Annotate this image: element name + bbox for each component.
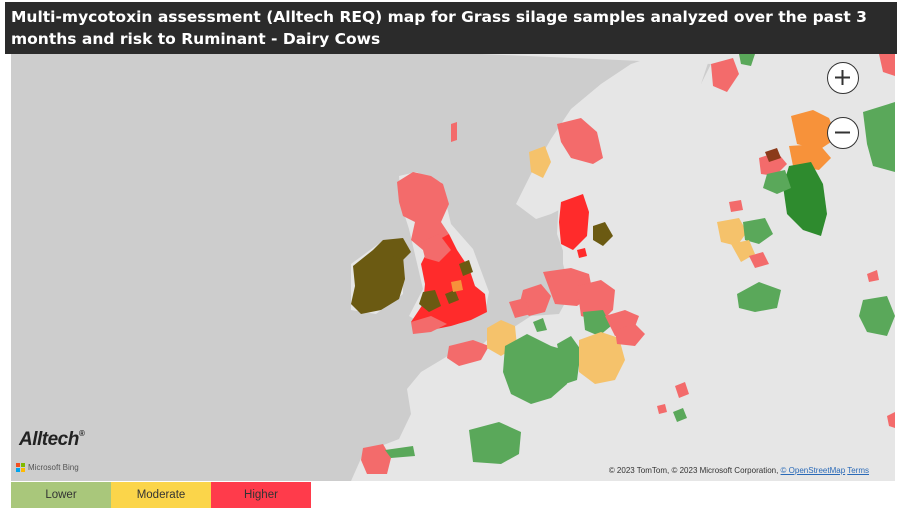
region-croatia[interactable] <box>673 408 687 422</box>
minus-icon <box>835 131 850 134</box>
land-scandinavia <box>516 54 711 224</box>
region-hungary[interactable] <box>675 382 689 398</box>
region-lithuania-red[interactable] <box>729 200 743 212</box>
region-france-east[interactable] <box>503 334 571 404</box>
region-sweden-green[interactable] <box>739 54 755 66</box>
openstreetmap-link[interactable]: © OpenStreetMap <box>780 466 846 475</box>
region-spain-east[interactable] <box>469 422 521 464</box>
brand-name: Alltech <box>19 429 79 450</box>
region-austria-red[interactable] <box>615 324 645 346</box>
region-belgium[interactable] <box>509 298 531 318</box>
region-england-mid[interactable] <box>459 260 473 276</box>
region-lithuania-green[interactable] <box>743 218 773 244</box>
region-belarus-orange[interactable] <box>731 240 755 262</box>
bing-label: Microsoft Bing <box>28 463 79 472</box>
region-spain-north-green[interactable] <box>385 446 415 458</box>
region-germany-south-green[interactable] <box>583 310 611 336</box>
zoom-in-button[interactable] <box>827 62 859 94</box>
region-greece-edge[interactable] <box>887 412 895 428</box>
region-england-orange[interactable] <box>451 280 463 292</box>
region-wales[interactable] <box>419 290 441 312</box>
legend-lower[interactable]: Lower <box>11 482 111 508</box>
legend-higher-label: Higher <box>244 489 278 501</box>
region-latvia-green[interactable] <box>763 170 791 194</box>
legend-lower-label: Lower <box>45 489 77 501</box>
zoom-out-button[interactable] <box>827 117 859 149</box>
attribution-text: © 2023 TomTom, © 2023 Microsoft Corporat… <box>608 466 779 475</box>
region-england-west[interactable] <box>411 316 447 334</box>
legend-moderate[interactable]: Moderate <box>111 482 211 508</box>
region-zealand[interactable] <box>593 222 613 246</box>
region-germany-central[interactable] <box>577 280 615 322</box>
region-shetland[interactable] <box>451 122 457 142</box>
registered-mark-icon: ® <box>78 429 85 438</box>
legend-higher[interactable]: Higher <box>211 482 311 508</box>
region-serbia[interactable] <box>657 404 667 414</box>
region-scotland[interactable] <box>397 172 449 250</box>
terms-link[interactable]: Terms <box>847 466 869 475</box>
region-sweden-north[interactable] <box>711 58 739 92</box>
region-ukraine-red[interactable] <box>867 270 879 282</box>
region-st-petersburg[interactable] <box>789 144 831 170</box>
region-belarus-red[interactable] <box>749 252 769 268</box>
legend-moderate-label: Moderate <box>136 489 186 501</box>
region-poland-east[interactable] <box>737 282 781 312</box>
title-bar: Multi-mycotoxin assessment (Alltech REQ)… <box>5 2 897 54</box>
region-russia-north[interactable] <box>879 54 895 76</box>
region-jutland[interactable] <box>559 194 589 250</box>
map-attribution: © 2023 TomTom, © 2023 Microsoft Corporat… <box>609 466 869 475</box>
region-northern-ireland[interactable] <box>383 238 411 260</box>
region-russia-nw[interactable] <box>863 102 895 172</box>
region-germany-bavaria[interactable] <box>579 332 625 384</box>
region-ireland[interactable] <box>351 240 405 314</box>
plus-icon <box>835 70 850 85</box>
region-sweden-south[interactable] <box>557 118 603 164</box>
map-canvas[interactable] <box>11 54 895 481</box>
microsoft-logo-icon <box>16 463 25 472</box>
region-spain-north[interactable] <box>361 444 391 474</box>
land-finland <box>731 54 786 169</box>
region-estonia-dark[interactable] <box>765 148 781 162</box>
map-view[interactable]: Alltech® Microsoft Bing © 2023 TomTom, ©… <box>11 54 895 481</box>
region-finland-south[interactable] <box>791 110 837 150</box>
bing-branding: Microsoft Bing <box>16 463 79 472</box>
region-pskov[interactable] <box>783 162 827 236</box>
region-england-north[interactable] <box>421 234 451 262</box>
map-title: Multi-mycotoxin assessment (Alltech REQ)… <box>11 8 867 48</box>
region-lithuania[interactable] <box>717 218 747 246</box>
region-switzerland[interactable] <box>551 360 573 382</box>
risk-legend: Lower Moderate Higher <box>11 482 311 508</box>
alltech-logo: Alltech® <box>19 429 85 451</box>
region-denmark-islet[interactable] <box>577 248 587 258</box>
region-lux-green[interactable] <box>533 318 547 332</box>
region-england-east[interactable] <box>445 290 459 304</box>
region-norway-south[interactable] <box>529 146 551 178</box>
region-brittany[interactable] <box>447 340 489 366</box>
region-ukraine-east[interactable] <box>859 296 895 336</box>
